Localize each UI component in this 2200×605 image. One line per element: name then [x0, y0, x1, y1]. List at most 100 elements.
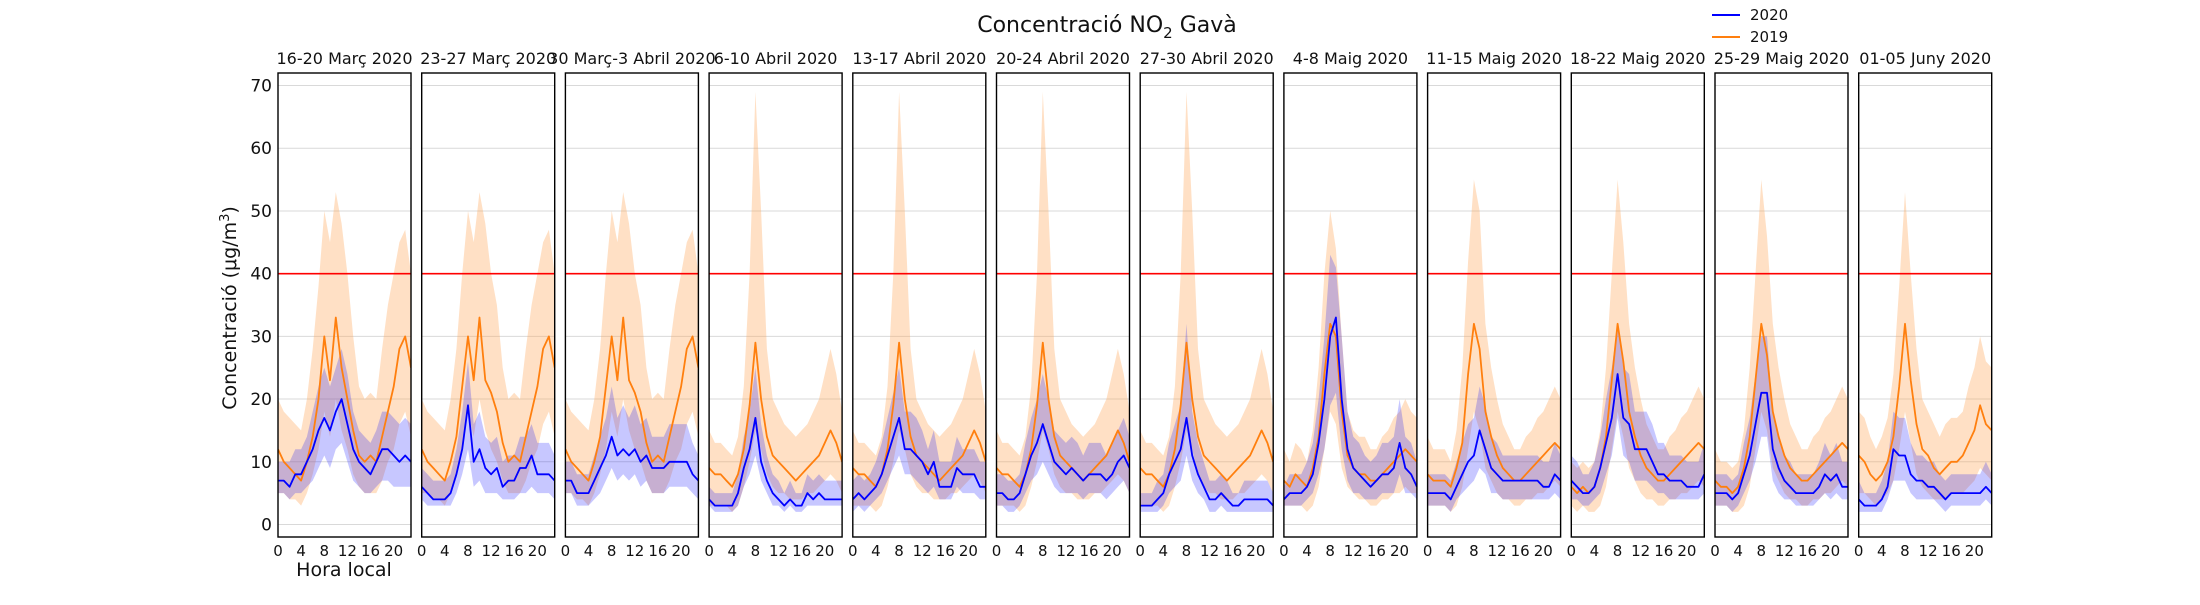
x-tick-label: 20	[1677, 542, 1696, 560]
panel-plot-area	[1140, 91, 1274, 512]
x-tick-label: 12	[1631, 542, 1650, 560]
panel-plot-area	[1427, 179, 1561, 512]
x-tick-label: 16	[505, 542, 524, 560]
x-tick-label: 16	[1798, 542, 1817, 560]
y-tick-label: 30	[250, 327, 272, 347]
x-tick-label: 12	[482, 542, 501, 560]
x-tick-label: 20	[384, 542, 403, 560]
panel-12: 01-05 Juny 2020 0 4 8 12 16 20	[1854, 49, 1993, 560]
panel-8: 4-8 Maig 2020 0 4 8 12 16 20	[1279, 49, 1418, 560]
line-2019	[1427, 322, 1561, 488]
x-tick-label: 16	[792, 542, 811, 560]
x-tick-label: 20	[1246, 542, 1265, 560]
x-axis-label: Hora local	[296, 559, 392, 581]
line-2019	[996, 341, 1130, 488]
x-tick-label: 12	[338, 542, 357, 560]
panel-plot-area	[1858, 192, 1992, 512]
panel-title: 4-8 Maig 2020	[1293, 49, 1408, 68]
line-2020	[278, 398, 411, 488]
panel-frame	[421, 72, 556, 538]
panel-7: 27-30 Abril 2020 0 4 8 12 16 20	[1135, 49, 1274, 560]
x-tick-label: 8	[1038, 542, 1048, 560]
x-tick-label: 12	[913, 542, 932, 560]
x-tick-label: 12	[1919, 542, 1938, 560]
x-tick-label: 16	[936, 542, 955, 560]
x-tick-label: 0	[1710, 542, 1720, 560]
panel-title: 23-27 Març 2020	[420, 49, 556, 68]
band-2020	[278, 348, 411, 500]
line-2019	[1858, 322, 1992, 482]
x-tick-label: 20	[1965, 542, 1984, 560]
y-axis-label: Concentració (μg/m3)	[218, 206, 241, 410]
x-tick-label: 0	[561, 542, 571, 560]
band-2020	[1858, 411, 1992, 512]
band-2020	[852, 367, 986, 512]
x-tick-label: 4	[1015, 542, 1025, 560]
legend-label-2019: 2019	[1750, 28, 1788, 46]
panel-11: 25-29 Maig 2020 0 4 8 12 16 20	[1710, 49, 1849, 560]
line-2019	[421, 316, 555, 482]
x-tick-label: 0	[1279, 542, 1289, 560]
x-tick-label: 20	[1534, 542, 1553, 560]
x-tick-label: 4	[584, 542, 594, 560]
panel-2: 23-27 Març 2020 0 4 8 12 16 20	[417, 49, 556, 560]
panel-plot-area	[709, 91, 843, 512]
band-2020	[565, 386, 699, 506]
panel-4: 6-10 Abril 2020 0 4 8 12 16 20	[704, 49, 843, 560]
line-2020	[421, 404, 555, 501]
line-2019	[1140, 341, 1274, 488]
x-tick-label: 4	[871, 542, 881, 560]
x-tick-label: 0	[273, 542, 283, 560]
x-tick-label: 4	[296, 542, 306, 560]
y-tick-label: 70	[250, 77, 272, 97]
panel-frame	[564, 72, 700, 538]
x-tick-label: 0	[417, 542, 427, 560]
x-tick-label: 20	[959, 542, 978, 560]
x-tick-label: 20	[528, 542, 547, 560]
panel-title: 11-15 Maig 2020	[1426, 49, 1562, 68]
y-tick-label: 0	[261, 515, 272, 535]
x-tick-label: 8	[1900, 542, 1910, 560]
x-tick-label: 20	[815, 542, 834, 560]
panel-frame	[1426, 72, 1562, 538]
x-tick-label: 8	[751, 542, 761, 560]
line-2020	[1858, 448, 1992, 507]
panel-title: 25-29 Maig 2020	[1714, 49, 1850, 68]
panel-frame	[1714, 72, 1849, 538]
x-tick-label: 4	[1446, 542, 1456, 560]
y-tick-label: 60	[250, 139, 272, 159]
x-tick-label: 12	[1200, 542, 1219, 560]
x-tick-label: 8	[1613, 542, 1623, 560]
line-2020	[709, 417, 843, 507]
band-2019	[421, 192, 555, 506]
legend-label-2020: 2020	[1750, 6, 1788, 24]
x-tick-label: 12	[625, 542, 644, 560]
line-2019	[709, 341, 843, 488]
band-2019	[852, 91, 986, 512]
x-tick-label: 8	[1756, 542, 1766, 560]
y-tick-label: 10	[250, 453, 272, 473]
x-tick-label: 0	[848, 542, 858, 560]
panel-title: 13-17 Abril 2020	[852, 49, 986, 68]
line-2020	[1140, 417, 1274, 507]
panel-title: 18-22 Maig 2020	[1570, 49, 1706, 68]
x-tick-label: 4	[1302, 542, 1312, 560]
x-tick-label: 8	[319, 542, 329, 560]
panel-frame	[708, 72, 843, 538]
panel-plot-area	[996, 91, 1130, 512]
x-tick-label: 20	[1103, 542, 1122, 560]
panel-plot-area	[852, 91, 986, 512]
x-tick-label: 4	[1877, 542, 1887, 560]
panel-plot-area	[1283, 210, 1417, 512]
x-tick-label: 0	[1423, 542, 1433, 560]
band-2019	[1715, 179, 1848, 512]
legend: 2020 2019	[1712, 6, 1788, 46]
panel-6: 20-24 Abril 2020 0 4 8 12 16 20	[992, 49, 1131, 560]
band-2019	[565, 192, 699, 506]
line-2019	[565, 316, 699, 482]
panel-plot-area	[1715, 179, 1848, 512]
x-tick-label: 12	[769, 542, 788, 560]
